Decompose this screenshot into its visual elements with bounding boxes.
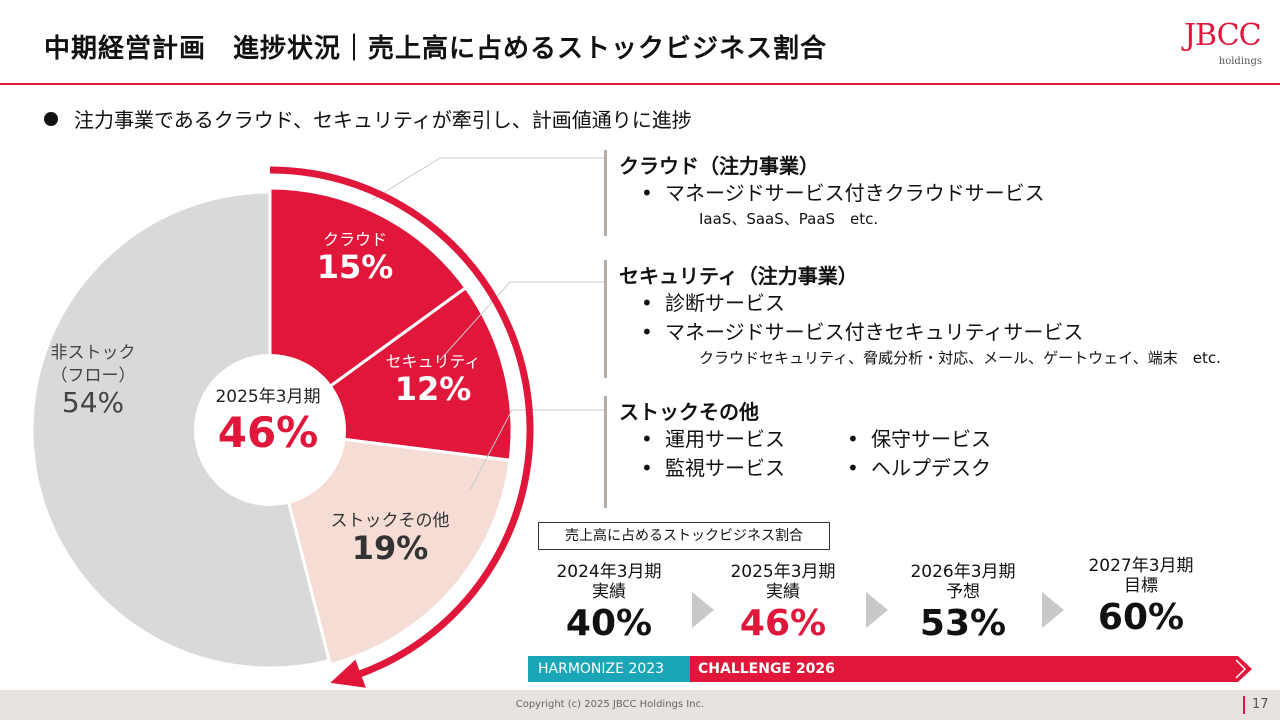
section-stock-other-item: 保守サービス <box>815 425 991 454</box>
slice-value-flow: 54% <box>61 385 125 419</box>
page-number: 17 <box>1252 697 1269 712</box>
step-note: 目標 <box>1124 576 1158 596</box>
lead-text: 注力事業であるクラウド、セキュリティが牽引し、計画値通りに進捗 <box>74 108 692 132</box>
section-stock-other-item: 運用サービス <box>619 425 815 454</box>
copyright: Copyright (c) 2025 JBCC Holdings Inc. <box>515 699 705 710</box>
pie-leader-line <box>439 281 604 361</box>
step-period: 2026年3月期 <box>910 562 1016 582</box>
step-period: 2027年3月期 <box>1088 556 1194 576</box>
section-stock-other: ストックその他 運用サービス 保守サービス 監視サービス ヘルプデスク <box>604 396 991 508</box>
step-value: 53% <box>919 603 1007 644</box>
phase-challenge-label: CHALLENGE 2026 <box>698 661 835 677</box>
step-note: 予想 <box>946 582 980 602</box>
slice-value-security: 12% <box>394 370 472 408</box>
phase-harmonize-bar: HARMONIZE 2023 <box>528 656 690 682</box>
logo-text: JBCC <box>1184 18 1262 53</box>
section-stock-other-row-1: 運用サービス 保守サービス <box>619 425 991 454</box>
page-title: 中期経営計画 進捗状況｜売上高に占めるストックビジネス割合 <box>44 34 828 64</box>
section-cloud-item: マネージドサービス付きクラウドサービス <box>619 179 1045 208</box>
chevron-right-icon <box>1042 592 1064 628</box>
step-value: 46% <box>739 603 827 644</box>
chevron-right-icon <box>866 592 888 628</box>
lead-bullet: 注力事業であるクラウド、セキュリティが牽引し、計画値通りに進捗 <box>44 104 692 133</box>
step-value: 60% <box>1097 597 1185 638</box>
bullet-dot-icon <box>44 111 58 126</box>
pie-leader-line <box>469 409 604 491</box>
slice-label-other: ストックその他 19% <box>320 506 460 566</box>
pie-center-value: 46% <box>217 408 319 457</box>
pie-center-hole <box>194 354 346 506</box>
pie-slice-flow <box>30 190 332 670</box>
chevron-right-icon <box>692 592 714 628</box>
stock-share-arc <box>269 166 534 679</box>
section-security-sub: クラウドセキュリティ、脅威分析・対応、メール、ゲートウェイ、端末 etc. <box>699 349 1221 367</box>
slice-label-flow: 非ストック （フロー） 54% <box>38 342 148 419</box>
arrowhead-icon <box>330 659 366 688</box>
step-fy2026: 2026年3月期 予想 53% <box>888 562 1038 646</box>
slice-label-security: セキュリティ 12% <box>368 348 498 407</box>
section-security-item-1: 診断サービス <box>619 289 1221 318</box>
section-cloud: クラウド（注力事業） マネージドサービス付きクラウドサービス IaaS、SaaS… <box>604 150 1045 236</box>
slice-name-cloud: クラウド <box>322 230 387 249</box>
step-period: 2025年3月期 <box>730 562 836 582</box>
section-stock-other-heading: ストックその他 <box>619 400 759 424</box>
pie-slice-cloud <box>268 186 468 433</box>
section-cloud-sub: IaaS、SaaS、PaaS etc. <box>699 210 879 228</box>
step-fy2027: 2027年3月期 目標 60% <box>1066 556 1216 640</box>
step-fy2024: 2024年3月期 実績 40% <box>534 562 684 646</box>
slice-name-other: ストックその他 <box>330 511 450 531</box>
logo-subtext: holdings <box>1218 56 1262 67</box>
slice-name-flow-line2: （フロー） <box>50 365 136 386</box>
section-cloud-heading: クラウド（注力事業） <box>619 154 819 178</box>
step-note: 実績 <box>592 582 626 602</box>
slice-name-flow-line1: 非ストック <box>50 343 136 363</box>
ratio-caption-box: 売上高に占めるストックビジネス割合 <box>538 522 830 550</box>
step-value: 40% <box>565 603 653 644</box>
section-stock-other-item: ヘルプデスク <box>815 454 991 483</box>
slice-name-security: セキュリティ <box>385 352 481 371</box>
step-fy2025: 2025年3月期 実績 46% <box>708 562 858 646</box>
step-period: 2024年3月期 <box>556 562 662 582</box>
section-security-heading: セキュリティ（注力事業） <box>619 264 858 288</box>
slice-label-cloud: クラウド 15% <box>300 226 410 285</box>
phase-arrow-shape <box>690 656 1252 682</box>
title-divider <box>0 83 1280 85</box>
pie-slice-stock-other <box>267 428 512 667</box>
section-stock-other-item: 監視サービス <box>619 454 815 483</box>
slice-value-other: 19% <box>351 529 429 567</box>
jbcc-logo: JBCC holdings <box>1180 16 1264 72</box>
section-security: セキュリティ（注力事業） 診断サービス マネージドサービス付きセキュリティサービ… <box>604 260 1221 378</box>
phase-challenge-bar: CHALLENGE 2026 <box>690 656 1254 682</box>
section-stock-other-row-2: 監視サービス ヘルプデスク <box>619 454 991 483</box>
page-number-marker <box>1243 696 1245 714</box>
pie-center-period: 2025年3月期 <box>215 387 321 407</box>
pie-leader-line <box>371 157 604 201</box>
step-note: 実績 <box>766 582 800 602</box>
section-security-item-2: マネージドサービス付きセキュリティサービス <box>619 318 1221 347</box>
slice-value-cloud: 15% <box>316 248 394 286</box>
footer-band <box>0 690 1280 720</box>
